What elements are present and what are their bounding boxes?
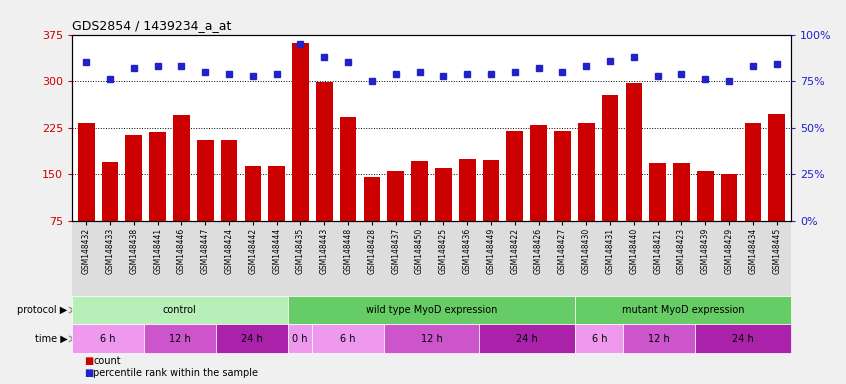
Bar [244,166,261,221]
Text: percentile rank within the sample: percentile rank within the sample [93,368,258,379]
Text: 24 h: 24 h [241,334,262,344]
Bar [268,166,285,221]
Bar [149,132,166,221]
Text: time ▶: time ▶ [35,334,68,344]
Text: GDS2854 / 1439234_a_at: GDS2854 / 1439234_a_at [72,19,231,32]
Text: ■: ■ [85,368,94,379]
Bar [578,123,595,221]
Text: 12 h: 12 h [420,334,442,344]
Text: 6 h: 6 h [100,334,116,344]
Bar [721,174,738,221]
Text: control: control [163,305,196,315]
Bar [364,177,380,221]
Bar [554,131,571,221]
Text: wild type MyoD expression: wild type MyoD expression [365,305,497,315]
Bar [673,163,689,221]
Text: 12 h: 12 h [169,334,190,344]
Bar [697,171,714,221]
Bar [102,162,118,221]
Bar [744,123,761,221]
Bar [625,83,642,221]
Bar [173,115,190,221]
Text: 0 h: 0 h [292,334,307,344]
Bar [411,161,428,221]
Bar [459,159,475,221]
Text: 24 h: 24 h [516,334,538,344]
Text: ■: ■ [85,356,94,366]
Bar [78,123,95,221]
Bar [768,114,785,221]
Text: 12 h: 12 h [648,334,670,344]
Bar [340,117,356,221]
Bar [316,82,332,221]
Text: mutant MyoD expression: mutant MyoD expression [622,305,744,315]
Text: 24 h: 24 h [732,334,754,344]
Bar [197,140,213,221]
Text: 6 h: 6 h [340,334,355,344]
Bar [530,124,547,221]
Bar [435,168,452,221]
Text: protocol ▶: protocol ▶ [18,305,68,315]
Bar [221,140,238,221]
Text: count: count [93,356,121,366]
Bar [602,95,618,221]
Bar [650,163,666,221]
Bar [125,135,142,221]
Text: 6 h: 6 h [591,334,607,344]
Bar [507,131,523,221]
Bar [387,171,404,221]
Bar [483,160,499,221]
Bar [292,43,309,221]
